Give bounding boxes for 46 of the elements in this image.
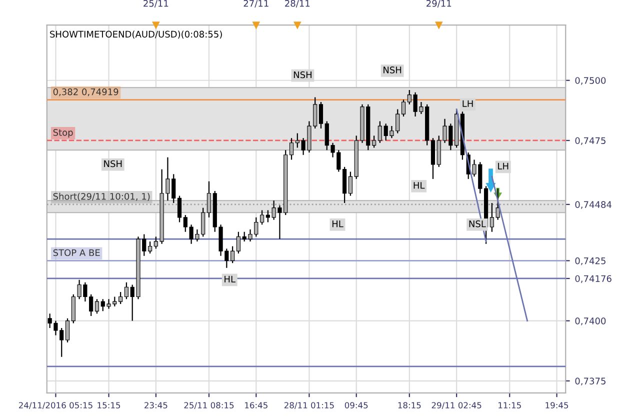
ref-line-label: Short(29/11 10:01, 1) [53,192,150,201]
ref-line-label: 0,382 0,74919 [53,88,118,96]
x-tick-label: 15:15 [98,402,120,408]
x-tick-label: 23:45 [144,402,168,408]
y-tick-label: 0,7425 [575,257,606,266]
y-tick-label: 0,74484 [575,201,612,209]
candlestick [65,318,70,343]
annotation: HL [224,276,236,282]
text: SHOWTIMETOEND(AUD/USD)(0:08:55) [50,30,222,39]
annotation: NSH [104,160,122,168]
text: 29/11 [426,0,452,8]
text: 25/11 [144,0,168,8]
y-tick-label: 0,7375 [575,378,606,386]
x-tick-label: 19:45 [546,402,568,408]
x-tick-label: 25/11 08:15 [184,402,234,410]
x-tick-label: 11:15 [498,402,521,408]
x-tick-label: 29/11 02:45 [432,402,482,410]
candlestick [401,99,406,117]
y-tick-label: 0,74176 [575,275,612,283]
candlestick [177,195,182,223]
annotation: NSH [294,71,312,78]
candlestick [318,101,324,130]
annotation: HL [332,220,344,228]
candlestick [348,171,353,196]
candlestick [372,135,376,148]
annotation: LH [498,162,508,170]
annotation: NSH [384,66,402,74]
annotation: LH [462,100,473,107]
y-tick-label: 0,7500 [575,77,606,85]
candlestick [148,240,152,254]
candlestick [94,298,100,314]
x-tick-label: 16:45 [245,402,268,408]
x-tick-label: 24/11/2016 05:15 [18,402,92,410]
y-tick-label: 0,7400 [575,318,606,326]
text: 28/11 [285,0,310,8]
text: 27/11 [244,0,268,8]
annotation: HL [414,182,425,189]
x-tick-label: 28/11 01:15 [284,402,334,410]
x-tick-label: 09:45 [344,402,368,408]
y-tick-label: 0,7475 [575,137,606,145]
x-tick-label: 18:15 [398,402,421,408]
candlestick [124,282,129,300]
annotation: NSL [469,220,486,228]
candlestick [236,231,241,254]
ref-line-label: STOP A BE [53,249,100,256]
ref-line-label: Stop [53,129,73,138]
